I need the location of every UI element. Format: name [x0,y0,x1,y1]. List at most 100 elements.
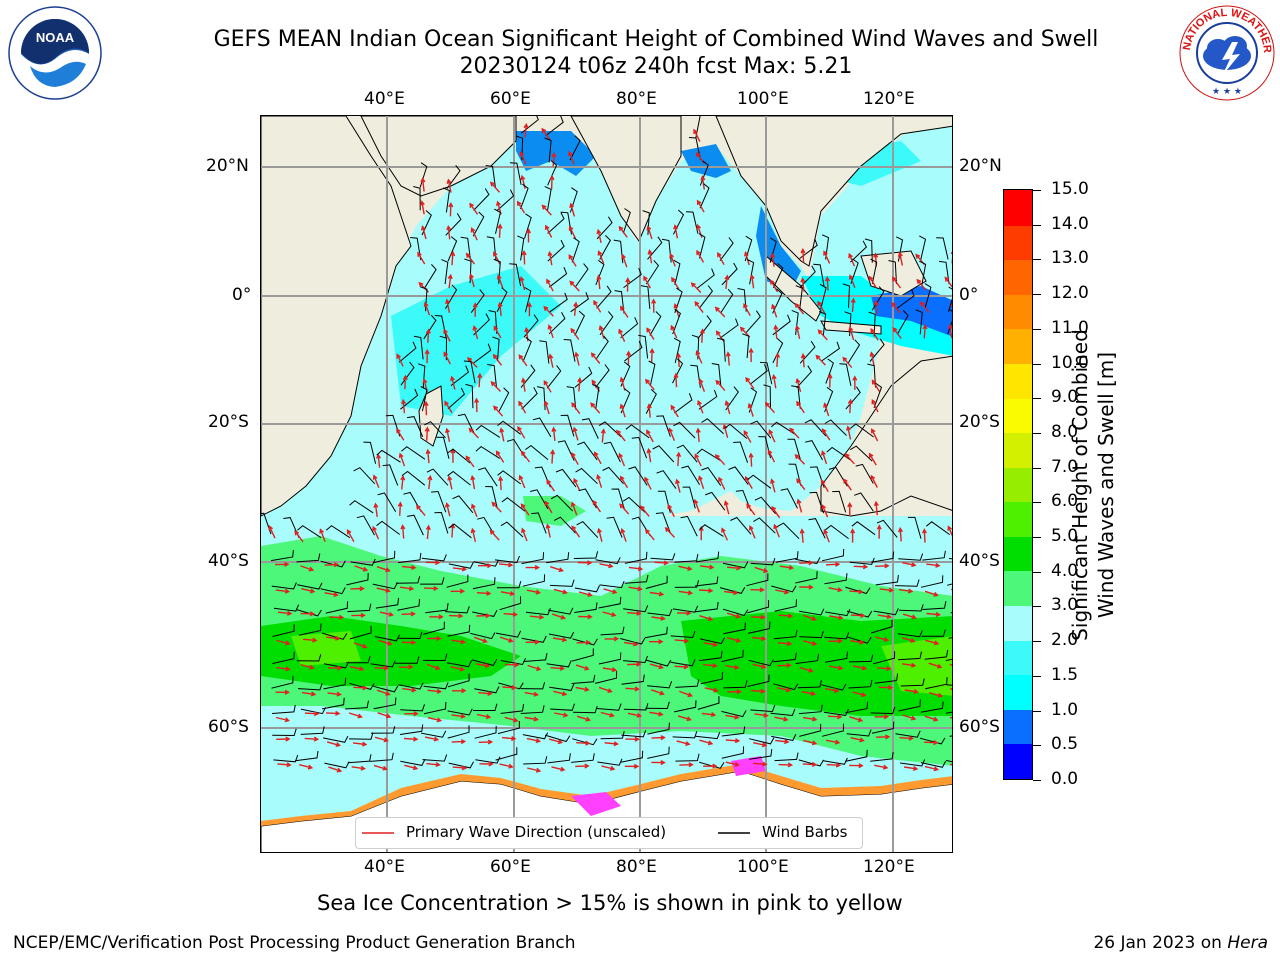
wind-barb [472,609,498,617]
wave-direction-arrow [646,327,655,340]
wind-barb [500,703,525,714]
wave-direction-arrow [446,224,452,240]
wave-direction-arrow [500,591,516,597]
wind-barb [296,553,321,563]
wave-direction-arrow [699,328,705,343]
wave-direction-arrow [572,426,579,441]
wind-barb [681,465,701,486]
wave-direction-arrow [490,381,502,392]
wind-barb [521,635,547,643]
wind-barb [924,649,949,660]
wind-barb [873,608,899,616]
wave-direction-arrow [892,327,902,339]
wave-direction-arrow [450,588,466,594]
wind-barb [919,737,946,745]
wave-direction-arrow [820,479,829,493]
wave-direction-arrow [647,249,653,264]
wind-barb [494,555,520,564]
wave-direction-arrow [879,587,895,593]
wind-barb [473,703,498,711]
wind-barb [638,334,649,359]
wind-barb [623,267,642,289]
wind-barb [297,525,322,539]
wave-direction-arrow [602,611,617,617]
wind-barb [747,621,771,634]
wind-barb [441,259,449,285]
wind-barb [548,312,566,335]
wave-direction-arrow [470,527,477,542]
wave-direction-arrow [698,378,706,393]
wave-direction-arrow [924,765,940,772]
wave-direction-arrow [770,279,779,293]
swell-patch [523,496,586,526]
wave-direction-arrow [753,761,768,767]
wind-barb [876,519,898,538]
nws-logo: NATIONAL WEATHER SERVICE ★ ★ ★ [1174,0,1276,106]
wave-direction-arrow [902,714,917,721]
wave-direction-arrow [925,639,940,646]
wind-barb [522,732,549,740]
wind-barb [445,213,462,236]
sea-ice-caption: Sea Ice Concentration > 15% is shown in … [317,891,903,915]
wave-direction-arrow [644,528,655,541]
wave-direction-arrow [694,453,702,467]
wind-barb [298,623,322,636]
wind-barb [895,730,921,738]
wind-barb [581,418,599,439]
wind-barb [471,659,498,666]
wind-barb [349,500,374,514]
wind-barb [295,750,319,762]
wind-barb [606,516,623,538]
wave-direction-arrow [696,223,703,238]
wave-direction-arrow [578,614,593,620]
wind-barb [495,747,518,761]
wind-barb [447,708,473,716]
wind-barb [673,393,693,414]
wave-direction-arrow [521,377,527,392]
wind-barb [398,341,417,363]
lon-label-top-80e: 80°E [616,89,657,109]
wave-direction-arrow [547,324,554,339]
wave-direction-arrow [799,528,805,543]
wave-direction-arrow [415,504,426,517]
wave-direction-arrow [671,276,680,290]
wave-direction-arrow [800,352,806,368]
wave-direction-arrow [402,374,408,390]
wind-barb [719,237,734,261]
wave-direction-arrow [491,501,502,513]
colorbar-segment [1004,640,1032,676]
wind-barb [571,237,580,263]
wind-barb [400,758,426,766]
wave-direction-arrow [448,613,464,619]
wave-direction-arrow [923,740,939,746]
wind-barb [647,608,673,617]
noaa-logo: NOAA [8,6,102,104]
wind-barb [645,659,672,667]
wind-barb [548,607,574,615]
wave-direction-arrow [548,353,554,368]
wave-direction-arrow [644,378,655,391]
wind-barb [470,632,496,640]
wave-direction-arrow [426,762,441,768]
wind-barb [647,236,663,260]
wind-barb [421,554,447,562]
wind-barb [478,467,498,487]
lon-label-bottom-80e: 80°E [616,857,657,877]
wind-barb [598,652,622,665]
wind-barb [721,710,747,718]
wave-direction-arrow [597,250,605,264]
wind-barb [871,551,895,563]
wind-barb [572,638,598,646]
wind-barb [434,511,449,534]
wave-direction-arrow [847,398,853,414]
wind-barb [938,260,950,285]
wind-barb [770,421,796,435]
wind-barb [477,516,496,537]
wind-barb [598,421,622,438]
wind-barb [448,561,474,569]
wave-direction-arrow [754,566,769,573]
wave-direction-arrow [425,560,441,566]
wind-barb [871,721,895,734]
wave-direction-arrow [550,665,566,671]
wave-direction-arrow [826,762,842,768]
